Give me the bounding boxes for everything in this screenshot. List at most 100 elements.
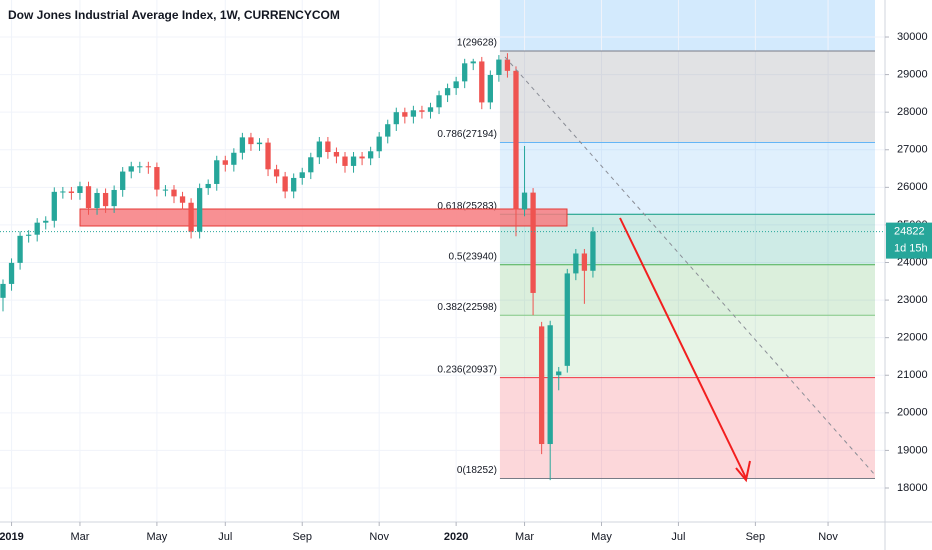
last-price-box: [886, 222, 932, 259]
fib-level-label: 0.236(20937): [437, 364, 497, 375]
date-range-highlight: [499, 0, 875, 51]
x-tick-label: Mar: [70, 531, 89, 543]
candle-body: [145, 166, 151, 168]
candle-body: [556, 371, 562, 376]
candle-body: [128, 166, 134, 172]
candle-body: [530, 192, 536, 293]
y-tick-label: 23000: [897, 294, 928, 306]
x-tick-label: 2020: [444, 531, 468, 543]
arrow-head: [735, 460, 751, 483]
candle-body: [564, 273, 570, 366]
candle-body: [231, 152, 237, 165]
candle-body: [462, 63, 468, 82]
candle-body: [265, 142, 271, 170]
candle-body: [299, 172, 305, 178]
candle-body: [68, 191, 75, 193]
candle-body: [316, 141, 322, 158]
y-tick-label: 28000: [897, 106, 928, 118]
candle-body: [359, 156, 365, 159]
y-tick-label: 27000: [897, 144, 928, 156]
fib-zone: [499, 142, 875, 215]
fib-zone: [499, 315, 875, 378]
trend-line: [504, 56, 876, 476]
candle-body: [171, 189, 177, 197]
candle-body: [8, 262, 15, 284]
fib-level-label: 0.5(23940): [449, 251, 497, 262]
x-tick-label: Nov: [369, 531, 389, 543]
candle-body: [188, 202, 194, 232]
candle-body: [513, 70, 519, 210]
candle-body: [137, 166, 143, 168]
candle-body: [34, 222, 40, 235]
candle-body: [521, 192, 528, 210]
candle-body: [179, 196, 186, 203]
candle-body: [308, 157, 314, 173]
candle-body: [342, 156, 348, 166]
candle-body: [248, 137, 254, 145]
fib-level-label: 0.618(25283): [437, 201, 497, 212]
y-tick-label: 19000: [897, 444, 928, 456]
y-tick-label: 21000: [897, 369, 928, 381]
y-tick-label: 22000: [897, 332, 928, 344]
fib-level-label: 0.382(22598): [437, 302, 497, 313]
candle-body: [444, 88, 451, 96]
candle-body: [590, 231, 596, 271]
arrow-line: [619, 217, 747, 479]
candle-body: [205, 183, 211, 189]
candle-body: [154, 167, 160, 190]
resistance-zone: [79, 208, 568, 227]
x-tick-label: 2019: [0, 531, 24, 543]
candle-body: [51, 191, 57, 221]
candle-body: [43, 220, 49, 223]
candle-body: [85, 186, 92, 209]
candle-body: [17, 235, 23, 263]
candle-body: [419, 110, 425, 112]
candle-body: [496, 59, 502, 75]
x-tick-label: Mar: [515, 531, 534, 543]
candle-body: [94, 192, 100, 209]
candle-body: [479, 61, 485, 103]
axis-layer: 1800019000200002100022000230002400025000…: [0, 31, 932, 543]
candle-body: [0, 283, 6, 298]
fib-level-label: 1(29628): [457, 38, 497, 49]
candle-body: [581, 253, 588, 271]
candle-body: [25, 234, 32, 236]
candle-body: [376, 136, 382, 152]
candle-body: [325, 141, 331, 153]
fibonacci-layer: 1(29628) 0.786(27194) 0.618(25283) 0.5(2394…: [437, 38, 875, 480]
candle-body: [453, 81, 459, 89]
y-tick-label: 24000: [897, 256, 928, 268]
candle-body: [427, 107, 434, 112]
candle-body: [410, 110, 417, 117]
y-tick-label: 18000: [897, 482, 928, 494]
candle-body: [282, 176, 288, 192]
candle-body: [573, 253, 579, 274]
candle-body: [196, 188, 203, 232]
candle-body: [102, 192, 109, 207]
candle-body: [60, 191, 66, 193]
chart-title: Dow Jones Industrial Average Index, 1W, …: [8, 8, 340, 22]
fib-zone: [499, 377, 875, 479]
candle-body: [367, 151, 374, 159]
x-tick-label: Nov: [818, 531, 838, 543]
candle-body: [487, 74, 493, 103]
fib-zone: [499, 264, 875, 316]
fib-level-label: 0(18252): [457, 465, 497, 476]
candle-body: [547, 325, 553, 445]
x-tick-label: May: [147, 531, 168, 543]
candle-body: [504, 59, 511, 71]
candle-body: [77, 186, 83, 193]
candle-body: [350, 156, 357, 166]
candle-body: [436, 95, 442, 108]
x-tick-label: May: [591, 531, 612, 543]
candle-body: [402, 112, 408, 117]
candle-body: [256, 142, 263, 145]
candle-body: [333, 152, 340, 157]
x-tick-label: Sep: [292, 531, 312, 543]
candle-body: [222, 160, 228, 165]
candle-body: [273, 169, 280, 177]
candle-body: [111, 189, 117, 207]
